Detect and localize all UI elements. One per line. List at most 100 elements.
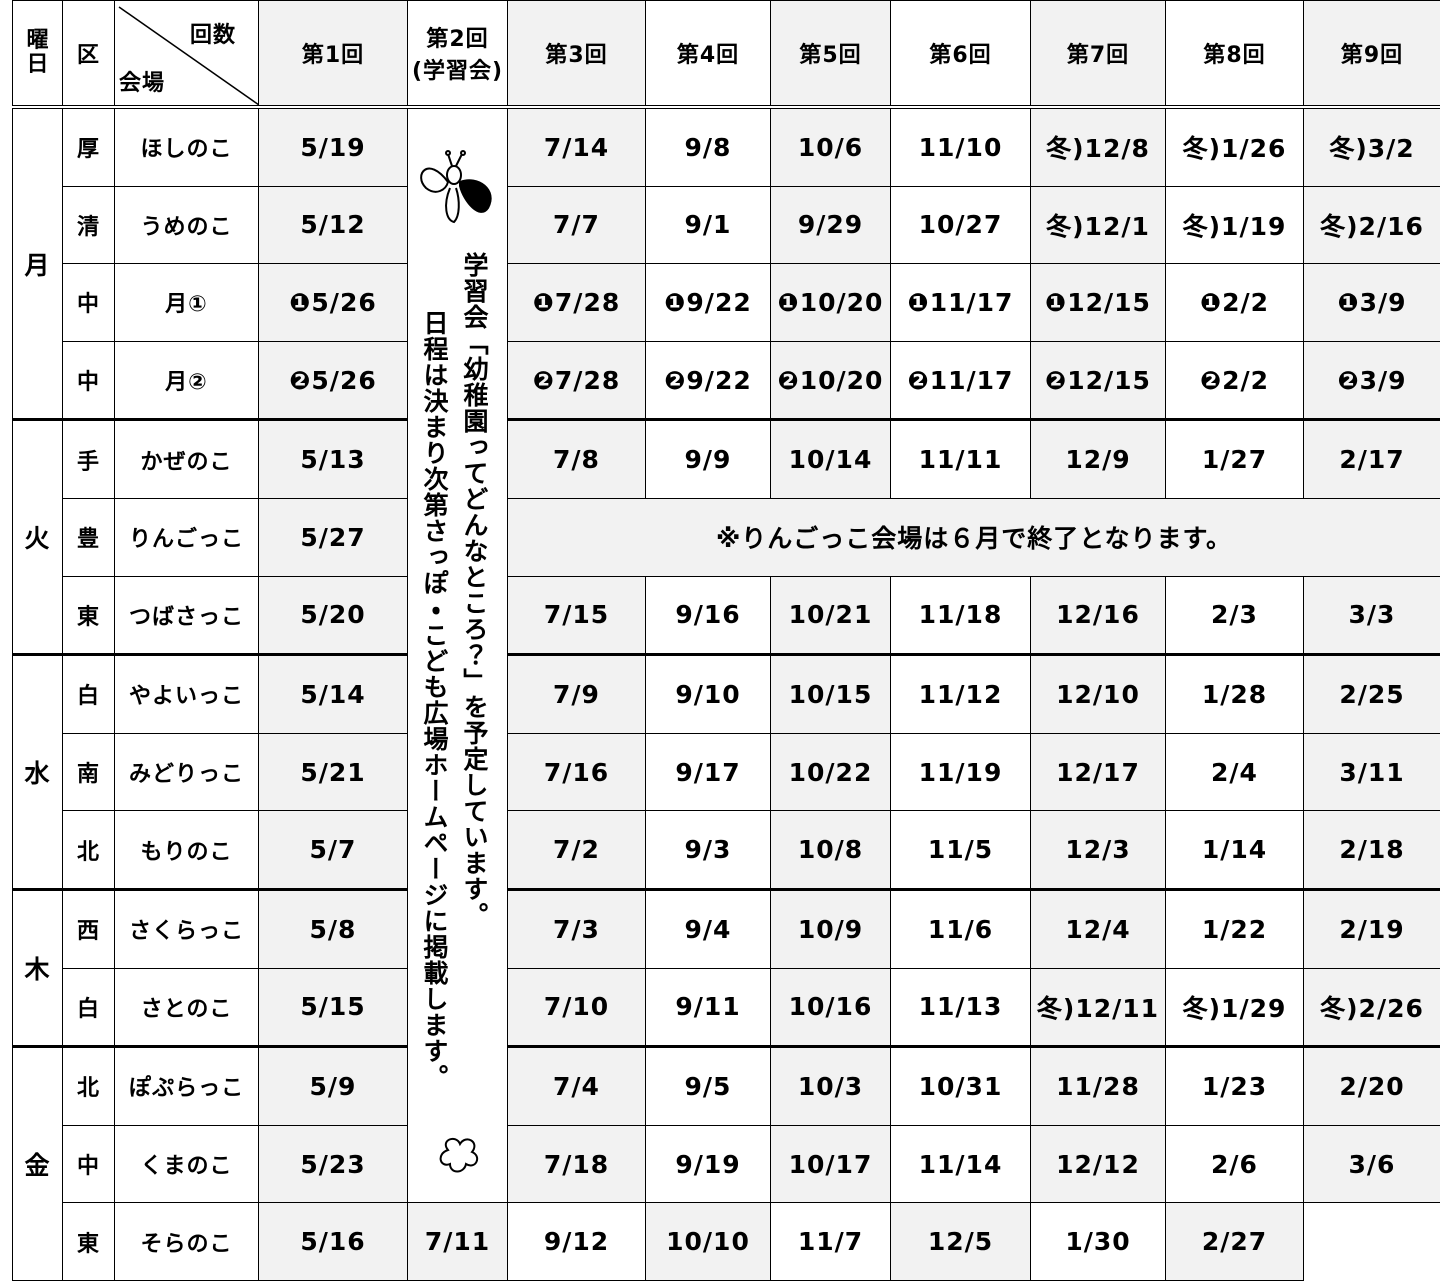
date: ❶5/26 — [259, 264, 408, 342]
session-header: 第2回(学習会) — [408, 1, 508, 108]
date: ❷5/26 — [259, 341, 408, 420]
date: 5/27 — [259, 498, 408, 576]
date: 1/22 — [1166, 889, 1304, 968]
date: 7/2 — [508, 811, 646, 890]
header-row: 曜日 区 回数 会場 第1回第2回(学習会)第3回第4回第5回第6回第7回第8回… — [13, 1, 1440, 108]
date: ❶3/9 — [1304, 264, 1440, 342]
date: 7/4 — [508, 1047, 646, 1126]
ward: 東 — [63, 1203, 115, 1281]
date: 冬)3/2 — [1304, 107, 1440, 186]
venue: 月② — [115, 341, 259, 420]
ward: 西 — [63, 889, 115, 968]
date: 11/7 — [771, 1203, 891, 1281]
ward: 手 — [63, 420, 115, 499]
ward: 南 — [63, 733, 115, 811]
date: 2/20 — [1304, 1047, 1440, 1126]
date: 12/16 — [1031, 576, 1166, 655]
date: ❶10/20 — [771, 264, 891, 342]
date: 9/19 — [646, 1125, 771, 1203]
date: 9/4 — [646, 889, 771, 968]
date: 7/3 — [508, 889, 646, 968]
date: 5/19 — [259, 107, 408, 186]
session-header: 第7回 — [1031, 1, 1166, 108]
weekday-header-text: 曜日 — [27, 29, 49, 75]
date: 10/9 — [771, 889, 891, 968]
date: 10/21 — [771, 576, 891, 655]
date: 冬)1/29 — [1166, 968, 1304, 1047]
date: 10/8 — [771, 811, 891, 890]
date: 2/25 — [1304, 655, 1440, 734]
date: ❷7/28 — [508, 341, 646, 420]
venue: もりのこ — [115, 811, 259, 890]
date: 5/12 — [259, 186, 408, 264]
ward: 中 — [63, 341, 115, 420]
venue: かぜのこ — [115, 420, 259, 499]
ward: 清 — [63, 186, 115, 264]
date: 9/11 — [646, 968, 771, 1047]
date: 7/10 — [508, 968, 646, 1047]
date: 9/3 — [646, 811, 771, 890]
count-label: 回数 — [190, 17, 236, 49]
date: 9/10 — [646, 655, 771, 734]
weekday-header: 曜日 — [13, 1, 63, 108]
venue: つばさっこ — [115, 576, 259, 655]
weekday: 金 — [13, 1047, 63, 1281]
date: 冬)2/26 — [1304, 968, 1440, 1047]
venue-header: 回数 会場 — [115, 1, 259, 108]
venue: みどりっこ — [115, 733, 259, 811]
date: 5/16 — [259, 1203, 408, 1281]
ward: 白 — [63, 968, 115, 1047]
date: 5/21 — [259, 733, 408, 811]
weekday: 火 — [13, 420, 63, 655]
date: 3/6 — [1304, 1125, 1440, 1203]
session-header: 第6回 — [891, 1, 1031, 108]
date: 11/5 — [891, 811, 1031, 890]
page: 曜日 区 回数 会場 第1回第2回(学習会)第3回第4回第5回第6回第7回第8回… — [0, 0, 1440, 1180]
date: 11/12 — [891, 655, 1031, 734]
session-header: 第5回 — [771, 1, 891, 108]
date: ❶11/17 — [891, 264, 1031, 342]
venue: ほしのこ — [115, 107, 259, 186]
date: 2/17 — [1304, 420, 1440, 499]
date: 2/27 — [1166, 1203, 1304, 1281]
date: 12/4 — [1031, 889, 1166, 968]
date: 冬)12/1 — [1031, 186, 1166, 264]
date: 10/22 — [771, 733, 891, 811]
date: 2/6 — [1166, 1125, 1304, 1203]
date: 10/10 — [646, 1203, 771, 1281]
ward: 北 — [63, 1047, 115, 1126]
date: 冬)1/19 — [1166, 186, 1304, 264]
session-header: 第3回 — [508, 1, 646, 108]
venue: さくらっこ — [115, 889, 259, 968]
weekday: 木 — [13, 889, 63, 1046]
date: ❶7/28 — [508, 264, 646, 342]
date: 7/16 — [508, 733, 646, 811]
date: 11/10 — [891, 107, 1031, 186]
date: 9/5 — [646, 1047, 771, 1126]
date: 9/1 — [646, 186, 771, 264]
date: 10/16 — [771, 968, 891, 1047]
date: 9/17 — [646, 733, 771, 811]
date: 冬)1/26 — [1166, 107, 1304, 186]
date: 11/28 — [1031, 1047, 1166, 1126]
date: 7/7 — [508, 186, 646, 264]
date: 3/11 — [1304, 733, 1440, 811]
date: 冬)12/11 — [1031, 968, 1166, 1047]
ward: 豊 — [63, 498, 115, 576]
date: ❶2/2 — [1166, 264, 1304, 342]
session-title: 第2回 — [408, 21, 507, 53]
date: 5/13 — [259, 420, 408, 499]
date: ❷10/20 — [771, 341, 891, 420]
venue: やよいっこ — [115, 655, 259, 734]
venue-label: 会場 — [119, 65, 165, 97]
date: 5/9 — [259, 1047, 408, 1126]
date: ❷12/15 — [1031, 341, 1166, 420]
ward-header: 区 — [63, 1, 115, 108]
date: 5/8 — [259, 889, 408, 968]
date: 10/27 — [891, 186, 1031, 264]
